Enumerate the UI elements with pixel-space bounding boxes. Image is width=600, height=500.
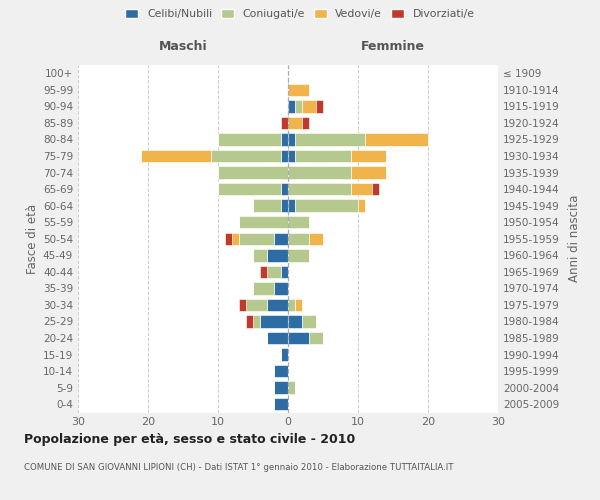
Bar [372, 183, 379, 196]
Bar [302, 316, 316, 328]
Bar [281, 183, 288, 196]
Bar [260, 316, 288, 328]
Text: Maschi: Maschi [158, 40, 208, 54]
Bar [253, 249, 267, 262]
Bar [358, 200, 365, 212]
Legend: Celibi/Nubili, Coniugati/e, Vedovi/e, Divorziati/e: Celibi/Nubili, Coniugati/e, Vedovi/e, Di… [122, 6, 478, 22]
Bar [260, 266, 267, 278]
Bar [239, 298, 246, 311]
Bar [253, 316, 260, 328]
Text: Femmine: Femmine [361, 40, 425, 54]
Bar [288, 232, 309, 245]
Bar [225, 232, 232, 245]
Bar [239, 216, 288, 228]
Bar [295, 100, 302, 112]
Bar [267, 266, 281, 278]
Bar [351, 150, 386, 162]
Bar [302, 100, 316, 112]
Bar [232, 232, 239, 245]
Text: Popolazione per età, sesso e stato civile - 2010: Popolazione per età, sesso e stato civil… [24, 432, 355, 446]
Bar [218, 183, 281, 196]
Bar [274, 398, 288, 410]
Y-axis label: Fasce di età: Fasce di età [26, 204, 39, 274]
Bar [295, 150, 351, 162]
Bar [288, 134, 295, 145]
Bar [281, 266, 288, 278]
Bar [281, 134, 288, 145]
Bar [288, 316, 302, 328]
Bar [267, 249, 288, 262]
Bar [267, 298, 288, 311]
Bar [288, 332, 309, 344]
Bar [267, 332, 288, 344]
Bar [281, 150, 288, 162]
Bar [274, 282, 288, 294]
Text: COMUNE DI SAN GIOVANNI LIPIONI (CH) - Dati ISTAT 1° gennaio 2010 - Elaborazione : COMUNE DI SAN GIOVANNI LIPIONI (CH) - Da… [24, 462, 454, 471]
Bar [309, 332, 323, 344]
Bar [218, 134, 281, 145]
Bar [246, 298, 267, 311]
Bar [309, 232, 323, 245]
Bar [288, 382, 295, 394]
Bar [288, 216, 309, 228]
Bar [281, 200, 288, 212]
Bar [288, 183, 351, 196]
Bar [281, 116, 288, 129]
Bar [274, 232, 288, 245]
Bar [246, 316, 253, 328]
Bar [365, 134, 428, 145]
Bar [274, 365, 288, 378]
Bar [288, 298, 295, 311]
Bar [288, 166, 351, 179]
Bar [288, 150, 295, 162]
Bar [288, 116, 302, 129]
Bar [316, 100, 323, 112]
Bar [288, 84, 309, 96]
Bar [253, 282, 274, 294]
Bar [351, 166, 386, 179]
Bar [288, 249, 309, 262]
Bar [211, 150, 281, 162]
Bar [239, 232, 274, 245]
Bar [253, 200, 281, 212]
Bar [295, 298, 302, 311]
Bar [302, 116, 309, 129]
Bar [288, 100, 295, 112]
Bar [351, 183, 372, 196]
Bar [295, 134, 365, 145]
Y-axis label: Anni di nascita: Anni di nascita [568, 195, 581, 282]
Bar [141, 150, 211, 162]
Bar [218, 166, 288, 179]
Bar [295, 200, 358, 212]
Bar [288, 200, 295, 212]
Bar [281, 348, 288, 361]
Bar [274, 382, 288, 394]
